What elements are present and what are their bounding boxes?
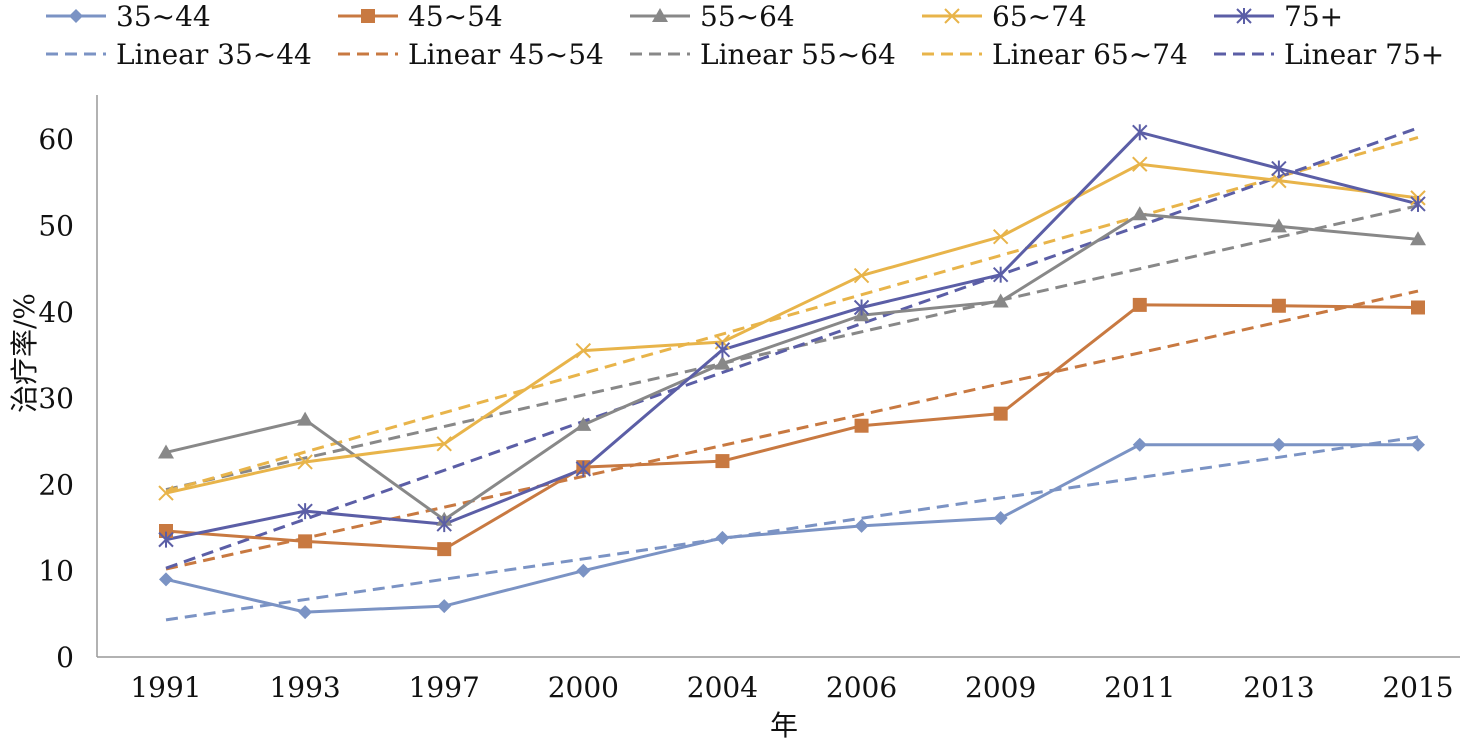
y-axis-title: 治疗率/% <box>8 293 41 413</box>
data-point <box>993 511 1008 526</box>
legend-label: Linear 55~64 <box>700 38 896 71</box>
data-point <box>297 454 313 470</box>
data-point <box>436 516 452 533</box>
trendline <box>165 204 1419 492</box>
x-tick-label: 2013 <box>1243 671 1314 704</box>
y-tick-label: 20 <box>38 468 74 501</box>
data-point <box>854 418 869 433</box>
data-point <box>715 530 730 545</box>
trendline <box>165 136 1419 493</box>
data-point <box>853 299 870 316</box>
data-point <box>158 531 174 548</box>
data-point <box>297 503 313 520</box>
trendlines <box>165 126 1419 622</box>
data-point <box>1271 160 1287 177</box>
x-tick-label: 2011 <box>1104 671 1175 704</box>
y-tick-label: 0 <box>56 641 74 674</box>
x-axis-title: 年 <box>770 709 798 741</box>
data-point <box>1270 218 1287 233</box>
data-point <box>1132 437 1147 452</box>
x-tick-label: 2006 <box>826 671 897 704</box>
axes <box>96 95 1460 658</box>
legend-marker <box>1236 8 1252 24</box>
legend-label: 45~54 <box>408 0 503 33</box>
data-point <box>715 454 730 469</box>
data-point <box>1271 437 1286 452</box>
legend-marker <box>652 8 668 22</box>
legend-marker <box>69 9 83 23</box>
data-point <box>854 518 869 533</box>
data-point <box>575 342 592 359</box>
data-point <box>992 229 1009 245</box>
data-point <box>437 599 452 614</box>
data-point <box>298 605 313 620</box>
data-point <box>714 355 731 370</box>
x-tick-label: 1997 <box>409 671 480 704</box>
x-tick-label: 1991 <box>130 671 201 704</box>
data-point <box>853 267 870 284</box>
data-point <box>992 293 1009 308</box>
data-point <box>1132 124 1148 141</box>
y-tick-labels: 0 10 20 30 40 50 60 <box>38 123 74 674</box>
data-point <box>1271 172 1287 189</box>
data-point <box>1131 206 1148 221</box>
data-point <box>159 524 173 539</box>
data-point <box>158 485 174 501</box>
data-point <box>1411 300 1425 315</box>
x-tick-label: 2000 <box>548 671 619 704</box>
legend-label: Linear 45~54 <box>408 38 604 71</box>
legend-label: 35~44 <box>116 0 211 33</box>
series-line <box>165 130 1419 542</box>
legend-label: 55~64 <box>700 0 795 33</box>
data-point <box>575 460 592 477</box>
x-tick-label: 2015 <box>1382 671 1453 704</box>
data-point <box>714 341 731 358</box>
series-line <box>165 162 1419 495</box>
data-point <box>437 542 452 557</box>
data-point <box>993 406 1008 421</box>
y-tick-label: 30 <box>38 382 74 415</box>
trendline <box>165 435 1419 622</box>
x-tick-labels: 1991 1993 1997 2000 2004 2006 2009 2011 2013 2015 <box>130 671 1453 704</box>
y-tick-label: 40 <box>38 296 74 329</box>
legend-label: Linear 65~74 <box>992 38 1188 71</box>
legend-label: 65~74 <box>992 0 1087 33</box>
data-point <box>1410 231 1426 246</box>
data-point <box>1271 298 1286 313</box>
legend-label: Linear 35~44 <box>116 38 312 71</box>
data-point <box>575 416 592 431</box>
data-point <box>297 411 314 426</box>
trendline <box>165 126 1419 570</box>
data-point <box>298 534 313 549</box>
trendline <box>165 289 1419 571</box>
data-point <box>159 572 173 587</box>
x-tick-label: 2004 <box>687 671 758 704</box>
data-point <box>1410 195 1426 212</box>
series-line <box>165 303 1419 551</box>
data-point <box>436 436 452 452</box>
series-lines <box>165 130 1419 614</box>
y-tick-label: 50 <box>38 210 74 243</box>
y-tick-label: 60 <box>38 123 74 156</box>
data-point <box>1132 156 1148 172</box>
legend-label: Linear 75+ <box>1284 38 1444 71</box>
series-line <box>165 212 1419 522</box>
data-point <box>576 563 591 578</box>
x-tick-label: 1993 <box>269 671 340 704</box>
y-tick-label: 10 <box>38 555 74 588</box>
series-markers <box>158 124 1426 620</box>
legend: 35~44 45~54 55~64 65~74 75+ Linear 35~44 Linea… <box>46 0 1444 71</box>
x-tick-label: 2009 <box>965 671 1036 704</box>
series-line <box>165 443 1418 614</box>
data-point <box>992 266 1009 283</box>
legend-marker <box>944 8 960 24</box>
legend-marker <box>361 9 375 23</box>
data-point <box>1132 297 1147 312</box>
data-point <box>1411 437 1425 452</box>
legend-label: 75+ <box>1284 0 1343 33</box>
data-point <box>158 444 174 459</box>
